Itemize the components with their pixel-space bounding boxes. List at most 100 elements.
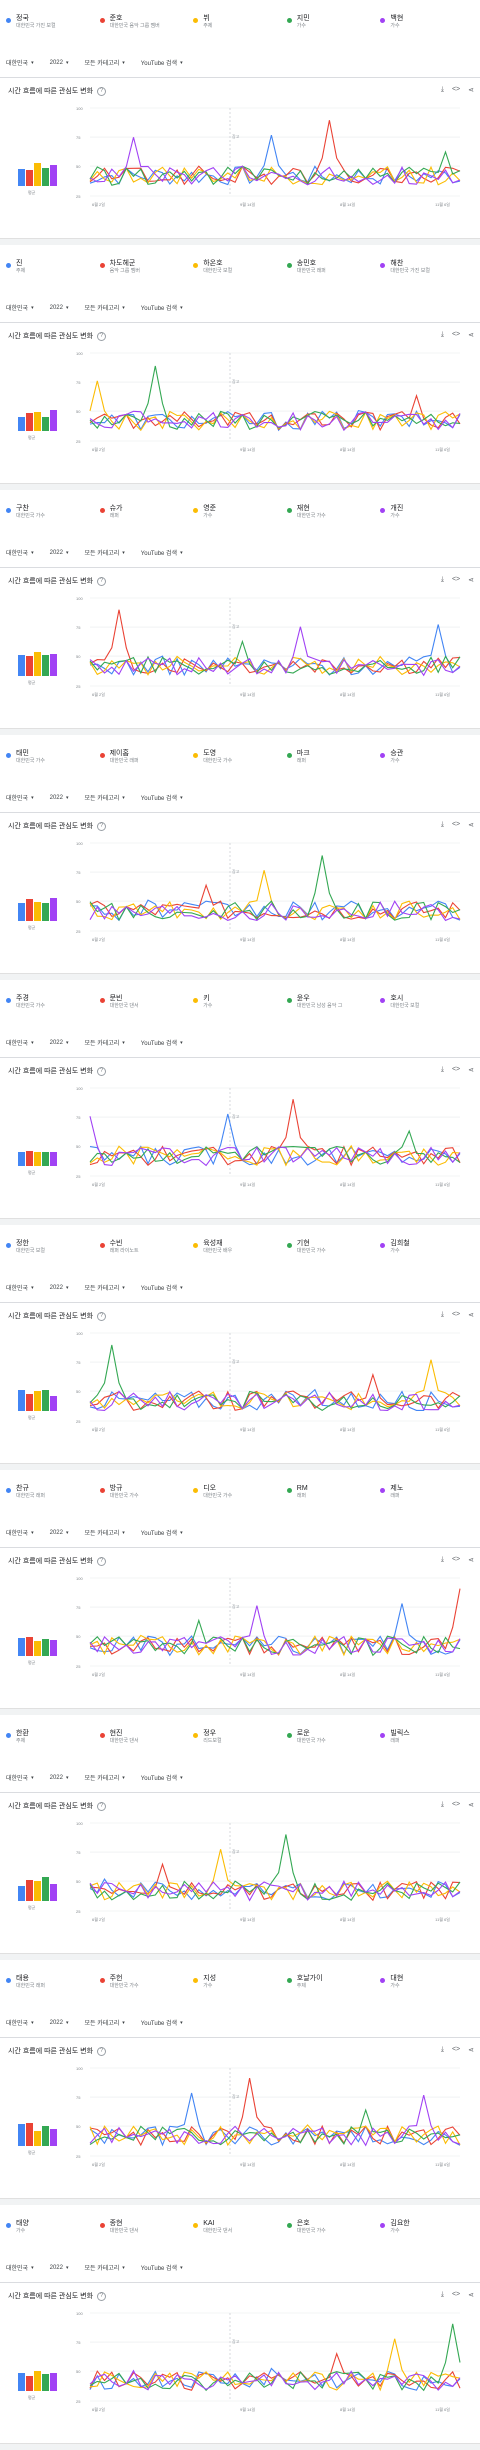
filter-dropdown[interactable]: 2022 ▾ xyxy=(50,2018,69,2027)
compare-term[interactable]: 제이홉 대한민국 래퍼 xyxy=(99,749,194,783)
filter-dropdown[interactable]: 대한민국 ▾ xyxy=(6,1528,34,1538)
download-icon[interactable]: ⤓ xyxy=(440,1311,444,1318)
share-icon[interactable]: ⋖ xyxy=(468,2292,474,2299)
filter-dropdown[interactable]: 대한민국 ▾ xyxy=(6,1773,34,1783)
share-icon[interactable]: ⋖ xyxy=(468,1067,474,1074)
embed-icon[interactable]: <> xyxy=(451,1801,461,1808)
filter-dropdown[interactable]: 2022 ▾ xyxy=(50,1528,69,1537)
filter-dropdown[interactable]: YouTube 검색 ▾ xyxy=(141,58,183,68)
compare-term[interactable]: 종현 대한민국 댄서 xyxy=(99,2219,194,2253)
compare-term[interactable]: 정국 대한민국 가진 보컬 xyxy=(6,14,100,48)
filter-dropdown[interactable]: 2022 ▾ xyxy=(50,58,69,67)
download-icon[interactable]: ⤓ xyxy=(440,331,444,338)
compare-term[interactable]: 태민 대한민국 가수 xyxy=(6,749,100,783)
filter-dropdown[interactable]: YouTube 검색 ▾ xyxy=(141,793,183,803)
filter-dropdown[interactable]: 대한민국 ▾ xyxy=(6,58,34,68)
compare-term[interactable]: 수빈 래퍼 라이노트 xyxy=(99,1239,194,1273)
embed-icon[interactable]: <> xyxy=(451,1066,461,1073)
filter-dropdown[interactable]: 모든 카테고리 ▾ xyxy=(84,1038,124,1048)
download-icon[interactable]: ⤓ xyxy=(440,1801,444,1808)
filter-dropdown[interactable]: 2022 ▾ xyxy=(50,793,69,802)
help-icon[interactable]: ? xyxy=(97,2046,107,2056)
compare-term[interactable]: 하온호 대한민국 보컬 xyxy=(193,259,287,293)
filter-dropdown[interactable]: 2022 ▾ xyxy=(50,548,69,557)
filter-dropdown[interactable]: 대한민국 ▾ xyxy=(6,2263,34,2273)
filter-dropdown[interactable]: 2022 ▾ xyxy=(50,1283,69,1292)
filter-dropdown[interactable]: YouTube 검색 ▾ xyxy=(141,548,183,558)
filter-dropdown[interactable]: 모든 카테고리 ▾ xyxy=(84,2263,124,2273)
help-icon[interactable]: ? xyxy=(97,1311,107,1321)
help-icon[interactable]: ? xyxy=(97,86,107,96)
filter-dropdown[interactable]: YouTube 검색 ▾ xyxy=(141,2263,183,2273)
filter-dropdown[interactable]: 대한민국 ▾ xyxy=(6,303,34,313)
filter-dropdown[interactable]: 대한민국 ▾ xyxy=(6,793,34,803)
compare-term[interactable]: 송민호 대한민국 래퍼 xyxy=(286,259,381,293)
compare-term[interactable]: 태용 대한민국 래퍼 xyxy=(6,1974,100,2008)
compare-term[interactable]: 뷔 주제 xyxy=(193,14,287,48)
help-icon[interactable]: ? xyxy=(97,1801,107,1811)
embed-icon[interactable]: <> xyxy=(451,821,461,828)
share-icon[interactable]: ⋖ xyxy=(468,332,474,339)
compare-term[interactable]: 백현 가수 xyxy=(380,14,474,48)
download-icon[interactable]: ⤓ xyxy=(440,1556,444,1563)
embed-icon[interactable]: <> xyxy=(451,1556,461,1563)
share-icon[interactable]: ⋖ xyxy=(468,1312,474,1319)
compare-term[interactable]: 준호 대한민국 음악 그룹 멤버 xyxy=(99,14,194,48)
compare-term[interactable]: 태양 가수 xyxy=(6,2219,100,2253)
filter-dropdown[interactable]: 대한민국 ▾ xyxy=(6,548,34,558)
compare-term[interactable]: 기현 대한민국 가수 xyxy=(286,1239,381,1273)
filter-dropdown[interactable]: 대한민국 ▾ xyxy=(6,2018,34,2028)
download-icon[interactable]: ⤓ xyxy=(440,2046,444,2053)
compare-term[interactable]: 주헌 대한민국 가수 xyxy=(99,1974,194,2008)
filter-dropdown[interactable]: 모든 카테고리 ▾ xyxy=(84,303,124,313)
help-icon[interactable]: ? xyxy=(97,576,107,586)
filter-dropdown[interactable]: 모든 카테고리 ▾ xyxy=(84,58,124,68)
filter-dropdown[interactable]: 대한민국 ▾ xyxy=(6,1038,34,1048)
filter-dropdown[interactable]: 모든 카테고리 ▾ xyxy=(84,1528,124,1538)
compare-term[interactable]: 해찬 대한민국 가진 보컬 xyxy=(380,259,474,293)
share-icon[interactable]: ⋖ xyxy=(468,87,474,94)
share-icon[interactable]: ⋖ xyxy=(468,1802,474,1809)
compare-term[interactable]: 승관 가수 xyxy=(380,749,474,783)
filter-dropdown[interactable]: YouTube 검색 ▾ xyxy=(141,1528,183,1538)
compare-term[interactable]: 김희철 가수 xyxy=(380,1239,474,1273)
share-icon[interactable]: ⋖ xyxy=(468,822,474,829)
compare-term[interactable]: 윤우 대한민국 남성 음악 그 xyxy=(286,994,381,1028)
compare-term[interactable]: 키 가수 xyxy=(193,994,287,1028)
share-icon[interactable]: ⋖ xyxy=(468,577,474,584)
compare-term[interactable]: 슈가 래퍼 xyxy=(99,504,194,538)
embed-icon[interactable]: <> xyxy=(451,86,461,93)
compare-term[interactable]: 지민 가수 xyxy=(286,14,381,48)
compare-term[interactable]: 한환 주제 xyxy=(6,1729,100,1763)
compare-term[interactable]: 주경 대한민국 가수 xyxy=(6,994,100,1028)
compare-term[interactable]: 영준 가수 xyxy=(193,504,287,538)
compare-term[interactable]: 은호 대한민국 가수 xyxy=(286,2219,381,2253)
help-icon[interactable]: ? xyxy=(97,331,107,341)
share-icon[interactable]: ⋖ xyxy=(468,2047,474,2054)
compare-term[interactable]: 재현 대한민국 가수 xyxy=(286,504,381,538)
compare-term[interactable]: 현진 대한민국 댄서 xyxy=(99,1729,194,1763)
filter-dropdown[interactable]: 모든 카테고리 ▾ xyxy=(84,1773,124,1783)
filter-dropdown[interactable]: YouTube 검색 ▾ xyxy=(141,1283,183,1293)
filter-dropdown[interactable]: 2022 ▾ xyxy=(50,1038,69,1047)
embed-icon[interactable]: <> xyxy=(451,331,461,338)
compare-term[interactable]: 대현 가수 xyxy=(380,1974,474,2008)
download-icon[interactable]: ⤓ xyxy=(440,86,444,93)
compare-term[interactable]: 빌릭스 래퍼 xyxy=(380,1729,474,1763)
compare-term[interactable]: 개진 가수 xyxy=(380,504,474,538)
compare-term[interactable]: 로운 대한민국 가수 xyxy=(286,1729,381,1763)
compare-term[interactable]: 구찬 대한민국 가수 xyxy=(6,504,100,538)
compare-term[interactable]: 찬규 대한민국 래퍼 xyxy=(6,1484,100,1518)
compare-term[interactable]: 지성 가수 xyxy=(193,1974,287,2008)
embed-icon[interactable]: <> xyxy=(451,576,461,583)
compare-term[interactable]: 호날가이 주제 xyxy=(286,1974,381,2008)
filter-dropdown[interactable]: 2022 ▾ xyxy=(50,303,69,312)
download-icon[interactable]: ⤓ xyxy=(440,576,444,583)
download-icon[interactable]: ⤓ xyxy=(440,821,444,828)
download-icon[interactable]: ⤓ xyxy=(440,2291,444,2298)
help-icon[interactable]: ? xyxy=(97,821,107,831)
compare-term[interactable]: 도영 대한민국 가수 xyxy=(193,749,287,783)
filter-dropdown[interactable]: 2022 ▾ xyxy=(50,2263,69,2272)
compare-term[interactable]: 마크 래퍼 xyxy=(286,749,381,783)
embed-icon[interactable]: <> xyxy=(451,2291,461,2298)
